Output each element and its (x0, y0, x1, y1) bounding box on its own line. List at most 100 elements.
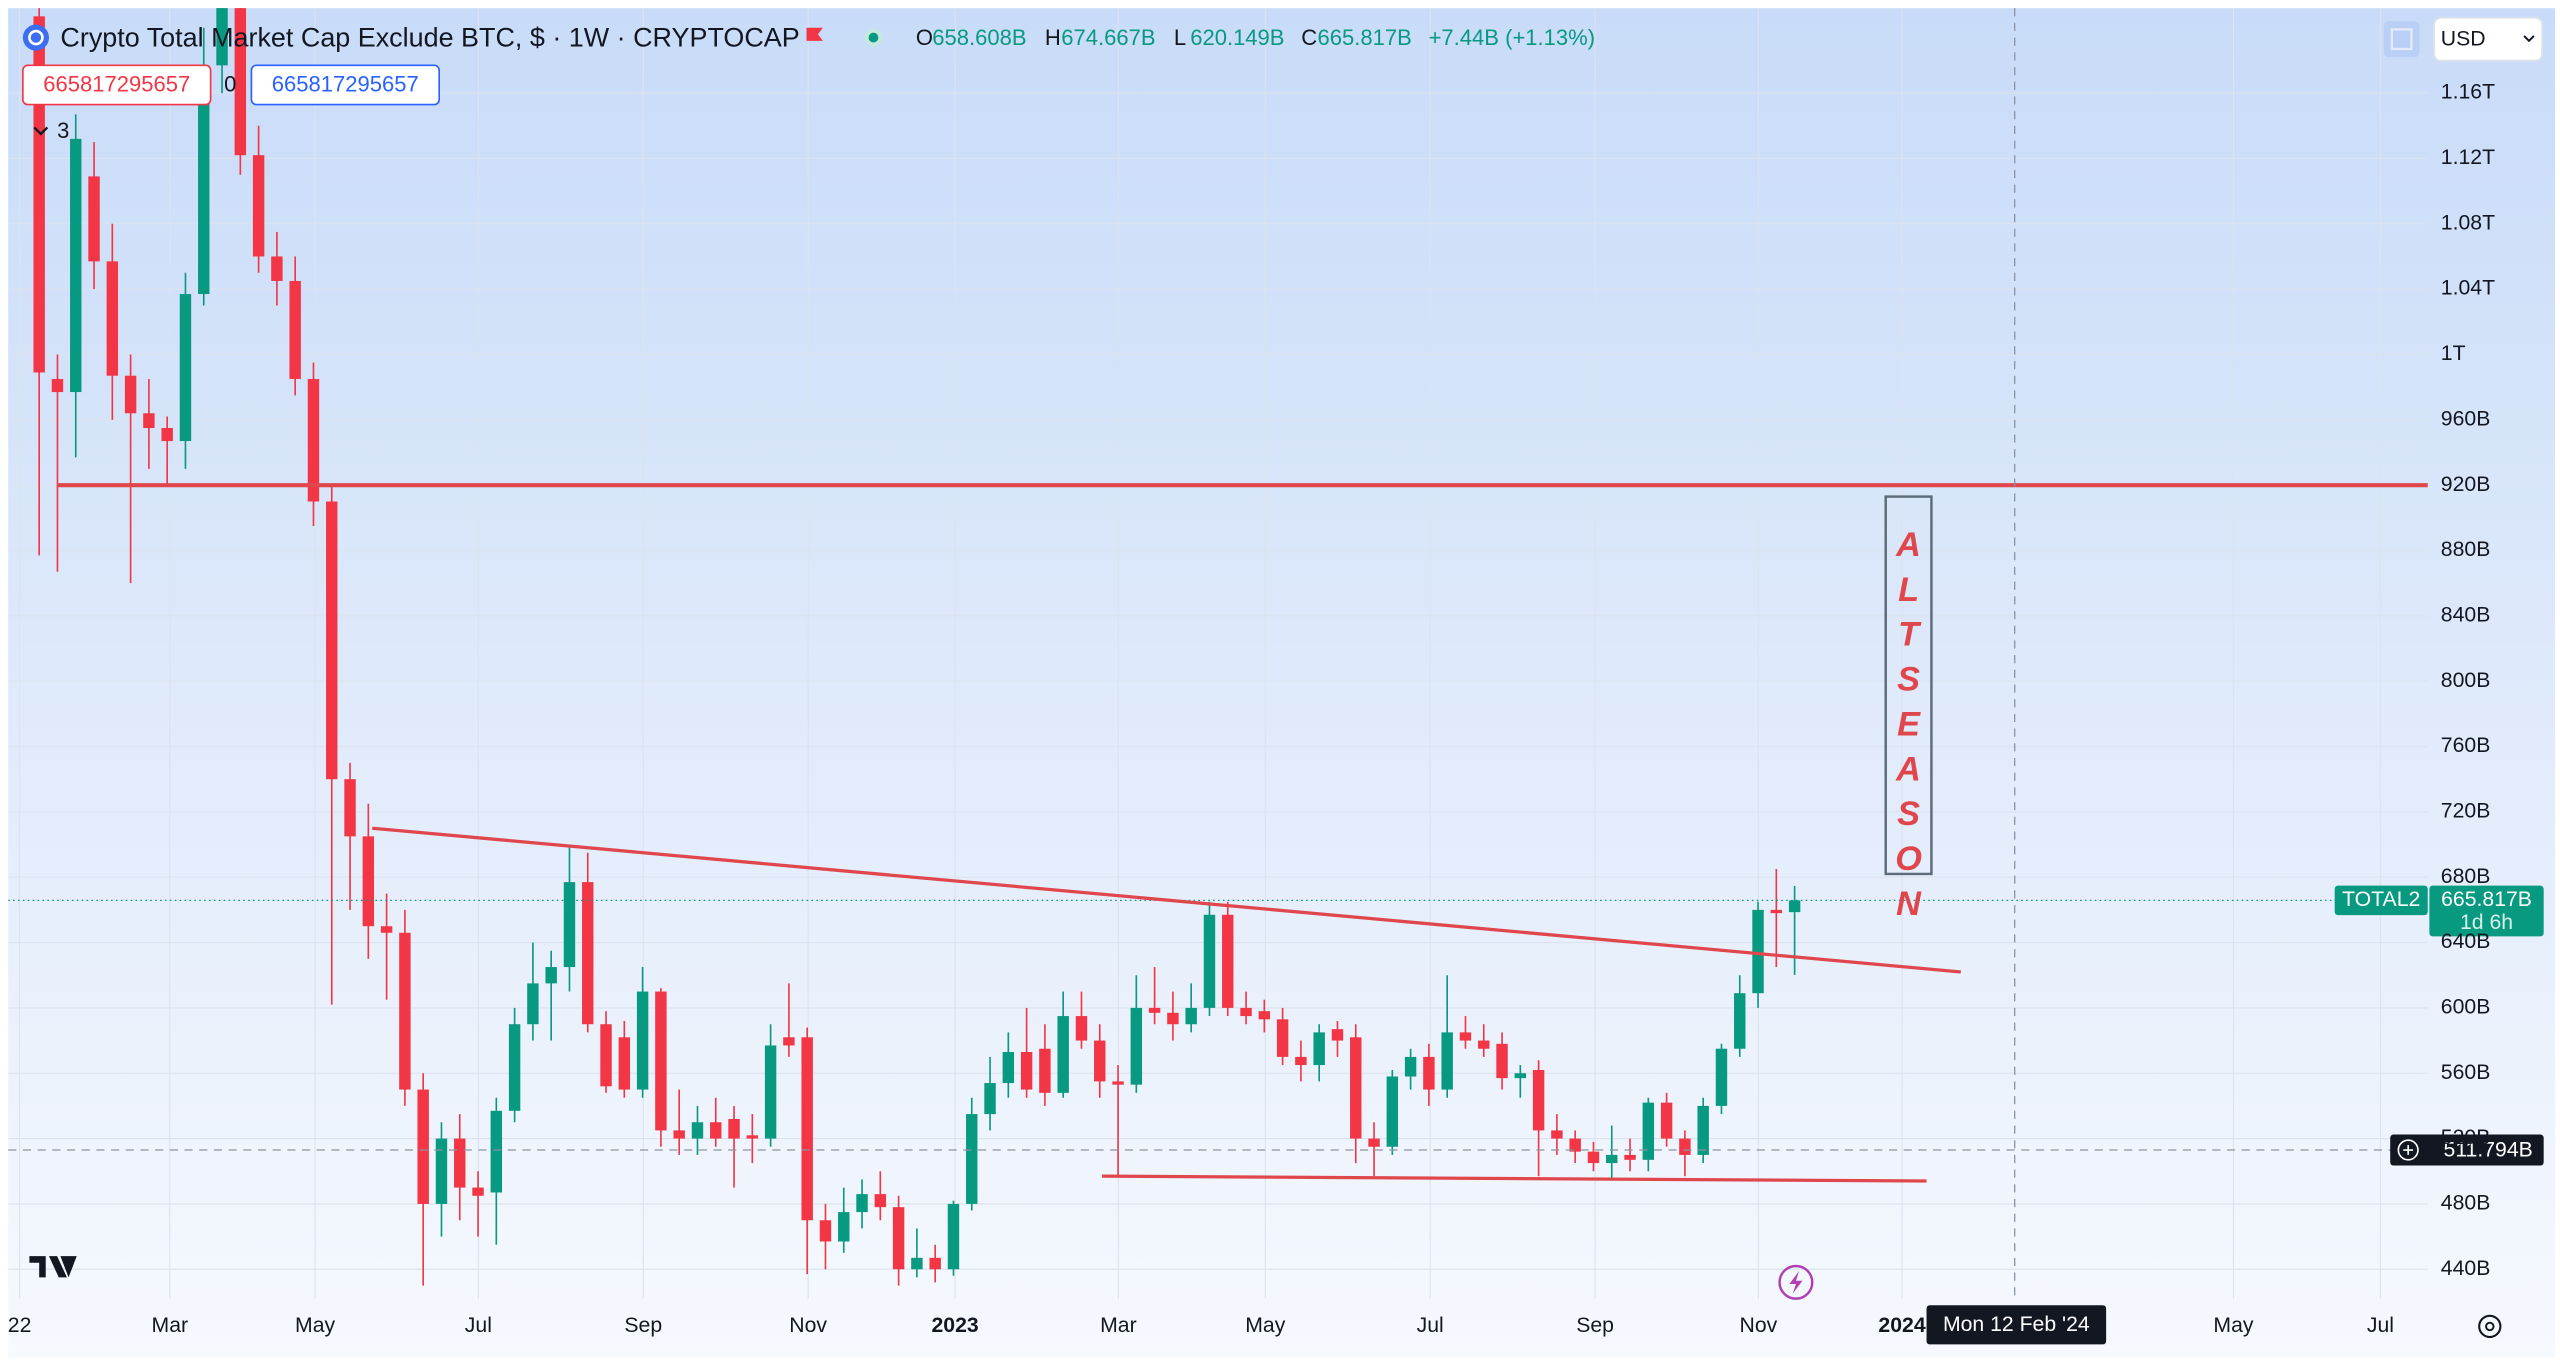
support-line[interactable] (1102, 1174, 1927, 1183)
x-tick-label: Jul (2367, 1314, 2394, 1337)
candle-body (1478, 1040, 1490, 1049)
candle-body (1167, 1012, 1179, 1025)
candle-body (783, 1037, 795, 1046)
x-tick-label: 2024 (1878, 1314, 1925, 1337)
crosshair-price-box (2390, 1134, 2544, 1166)
x-tick-label: Mar (152, 1314, 189, 1337)
input-value: 665817295657 (43, 72, 190, 97)
y-tick-label: 1.16T (2441, 81, 2495, 104)
candle-body (179, 294, 192, 442)
x-tick-label: Jul (465, 1314, 492, 1337)
annotation-box[interactable] (1884, 495, 1933, 876)
collapse-toggle[interactable] (33, 126, 49, 136)
crosshair-add-plus (2403, 1145, 2414, 1155)
candle-body (1459, 1032, 1472, 1041)
candle-body (966, 1114, 978, 1204)
candle-body (911, 1257, 923, 1270)
legend-value: 620.149B (1190, 25, 1284, 50)
tradingview-logo[interactable] (29, 1256, 77, 1278)
replay-icon[interactable] (1778, 1264, 1814, 1300)
candle-body (1075, 1016, 1088, 1041)
replay-bolt (1789, 1270, 1803, 1294)
candle-body (1240, 1007, 1252, 1017)
candle-body (874, 1194, 887, 1208)
currency-select[interactable] (2433, 17, 2543, 62)
candle-body (1276, 1019, 1289, 1057)
legend-value: 665.817B (1318, 25, 1412, 50)
candle-body (143, 413, 155, 428)
input-value: 665817295657 (272, 72, 419, 97)
input-box-low[interactable] (22, 64, 212, 106)
candle-body (454, 1138, 466, 1188)
toolbar-button[interactable] (2383, 21, 2420, 58)
candle-body (1532, 1069, 1545, 1131)
x-tick-label: May (295, 1314, 335, 1337)
candle-body (1185, 1007, 1197, 1025)
grid (8, 8, 2428, 1299)
candle-body (106, 261, 119, 376)
settings-icon[interactable] (2478, 1314, 2502, 1339)
crosshair-date-box (1926, 1305, 2107, 1345)
candle-body (1788, 900, 1801, 913)
candle-body (380, 926, 393, 933)
candle-body (271, 256, 283, 281)
candle-body (545, 967, 557, 984)
input-box-high[interactable] (250, 64, 440, 106)
candle-body (1057, 1016, 1069, 1093)
symbol-logo-mark (28, 29, 44, 46)
candle-body (344, 779, 356, 837)
candle-body (728, 1118, 740, 1139)
indicator-count: 3 (57, 118, 69, 143)
candle-body (362, 836, 375, 927)
candle-body (618, 1037, 631, 1090)
x-tick-label: Sep (1576, 1314, 1614, 1337)
last-price-box (2429, 885, 2544, 937)
candle-body (947, 1203, 960, 1270)
candles (8, 8, 2428, 1286)
x-tick-label: 2023 (931, 1314, 978, 1337)
status-dot (868, 32, 879, 43)
y-tick-label: 720B (2441, 799, 2491, 822)
settings-icon-center (2485, 1321, 2495, 1332)
candle-body (527, 983, 539, 1025)
candle-body (655, 991, 667, 1131)
crosshair-date: Mon 12 Feb '24 (1943, 1313, 2090, 1336)
candle-body (234, 8, 247, 156)
chart-background (8, 8, 2556, 1358)
candle-body (198, 65, 210, 295)
candle-body (33, 16, 45, 373)
candle-body (1624, 1154, 1636, 1160)
last-price-label: 665.817B (2441, 888, 2532, 911)
flag-icon[interactable] (806, 27, 823, 41)
symbol-title: Crypto Total Market Cap Exclude BTC, $ ·… (60, 22, 799, 52)
candle-body (1258, 1011, 1271, 1020)
y-tick-label: 960B (2441, 407, 2491, 430)
candle-body (1679, 1138, 1691, 1155)
candle-body (984, 1083, 996, 1115)
candle-body (819, 1220, 832, 1242)
candle-body (801, 1037, 813, 1221)
candle-body (1203, 914, 1216, 1008)
countdown: 1d 6h (2460, 911, 2513, 934)
candle-body (1715, 1048, 1728, 1106)
candle-body (1697, 1105, 1709, 1155)
candle-body (636, 991, 649, 1090)
trend-line[interactable] (372, 826, 1961, 974)
candle-body (838, 1212, 850, 1242)
x-tick-label: 22 (8, 1314, 32, 1337)
symbol-tag-box (2334, 885, 2428, 916)
candle-body (216, 8, 228, 66)
candle-body (1514, 1073, 1527, 1079)
y-tick-label: 760B (2441, 734, 2491, 757)
candle-body (1094, 1040, 1106, 1082)
y-tick-label: 840B (2441, 603, 2491, 626)
candle-body (1404, 1056, 1417, 1077)
y-tick-label: 680B (2441, 865, 2491, 888)
legend-key: O (916, 25, 933, 50)
candle-body (1734, 993, 1746, 1049)
dropdown-arrow (2523, 35, 2535, 43)
symbol-tag: TOTAL2 (2342, 888, 2420, 911)
y-tick-label: 520B (2441, 1126, 2491, 1149)
